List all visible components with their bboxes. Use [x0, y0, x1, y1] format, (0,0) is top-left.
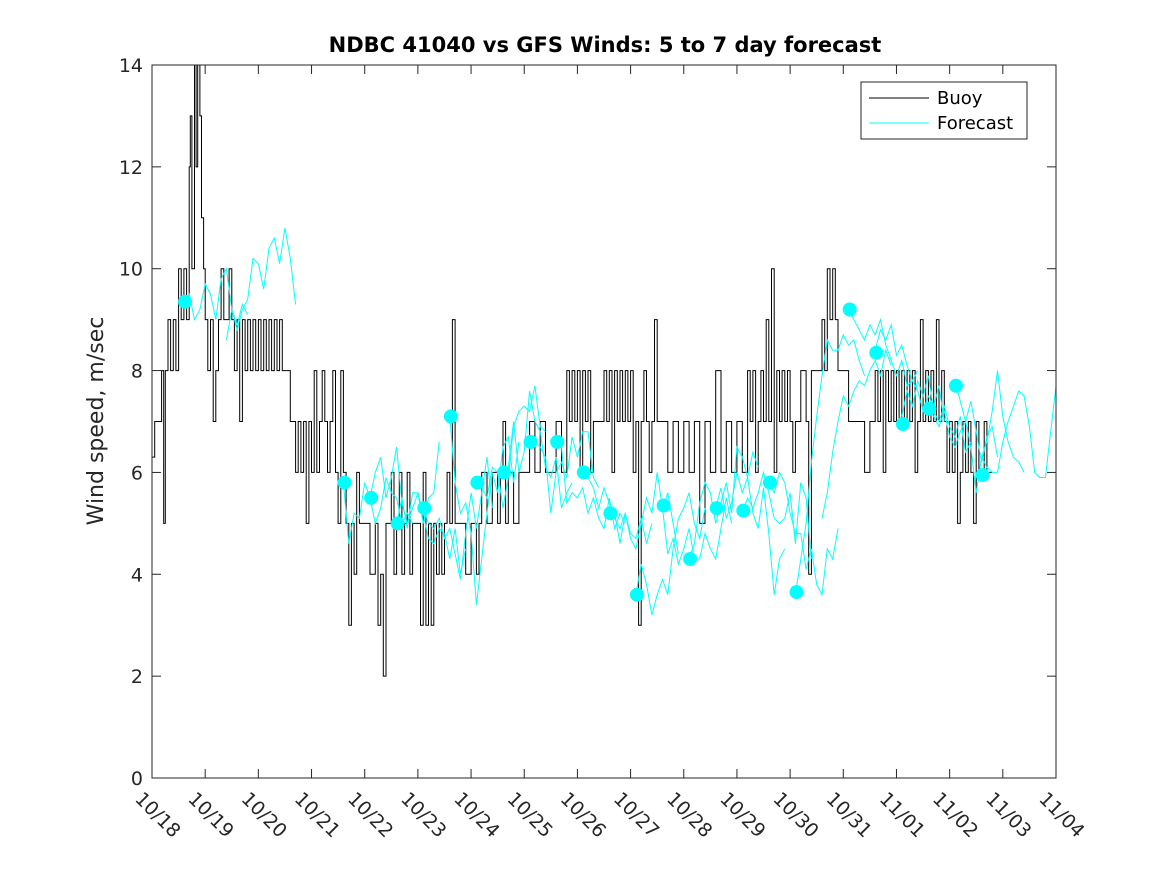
y-tick-label: 14 [119, 55, 143, 77]
forecast-start-marker [869, 345, 884, 360]
y-axis: 0 2 4 6 8 10 12 14 [119, 55, 1056, 790]
forecast-start-marker [762, 475, 777, 490]
forecast-run-line [794, 333, 866, 595]
forecast-run-line [476, 385, 546, 509]
forecast-run-line [449, 416, 520, 605]
forecast-start-marker [975, 468, 990, 482]
forecast-start-marker [523, 434, 538, 449]
forecast-start-marker [656, 498, 671, 513]
forecast-start-marker [736, 503, 751, 518]
y-tick-label: 0 [131, 768, 143, 790]
forecast-start-marker [922, 401, 937, 416]
chart-title: NDBC 41040 vs GFS Winds: 5 to 7 day fore… [329, 33, 882, 57]
forecast-start-marker [550, 434, 565, 449]
forecast-run-line [183, 267, 249, 327]
forecast-start-marker [364, 490, 379, 505]
forecast-run-line [715, 472, 786, 595]
y-tick-label: 2 [131, 666, 143, 688]
legend: Buoy Forecast [860, 81, 1028, 140]
series-layer [152, 65, 1056, 677]
forecast-start-marker [417, 501, 432, 516]
axes-layer [151, 64, 1057, 779]
forecast-start-marker [576, 465, 591, 480]
forecast-run-line [396, 492, 467, 575]
forecast-start-marker [630, 587, 644, 602]
forecast-run-line [901, 375, 972, 454]
forecast-run-line [954, 370, 1025, 493]
y-tick-label: 12 [119, 157, 143, 179]
forecast-run-line [768, 471, 839, 597]
forecast-start-marker [949, 378, 963, 393]
forecast-run-line [688, 445, 759, 560]
legend-box [860, 81, 1028, 140]
forecast-run-line [502, 390, 573, 509]
y-axis-label: Wind speed, m/sec [84, 317, 109, 526]
forecast-start-marker [842, 302, 857, 317]
y-tick-label: 6 [131, 462, 143, 484]
forecast-start-marker [497, 465, 511, 480]
forecast-start-marker [683, 552, 698, 566]
forecast-start-marker [390, 516, 405, 531]
forecast-run-line [741, 470, 812, 560]
forecast-start-marker [709, 501, 724, 516]
forecast-run-line [225, 227, 297, 341]
forecast-run-line [608, 472, 679, 554]
forecast-run-line [555, 441, 626, 531]
legend-forecast-label: Forecast [937, 113, 1013, 134]
legend-buoy-label: Buoy [937, 88, 983, 109]
forecast-run-line [981, 385, 1056, 478]
y-tick-label: 10 [119, 259, 143, 281]
series-group [152, 65, 1056, 677]
forecast-run-line [927, 400, 998, 463]
axes-box [151, 64, 1057, 779]
y-tick-label: 8 [131, 361, 143, 383]
forecast-start-marker [443, 409, 458, 424]
forecast-start-marker [603, 506, 618, 521]
y-tick-label: 4 [131, 564, 143, 586]
forecast-start-marker [789, 585, 804, 600]
forecast-start-marker [470, 475, 485, 490]
forecast-start-marker [337, 475, 352, 490]
forecast-run-line [422, 457, 493, 580]
forecast-start-marker [178, 294, 192, 309]
forecast-run-line [582, 472, 653, 544]
forecast-run-line [635, 492, 706, 616]
forecast-run-line [821, 348, 892, 519]
forecast-run-line [848, 309, 919, 387]
forecast-start-marker [895, 417, 910, 431]
